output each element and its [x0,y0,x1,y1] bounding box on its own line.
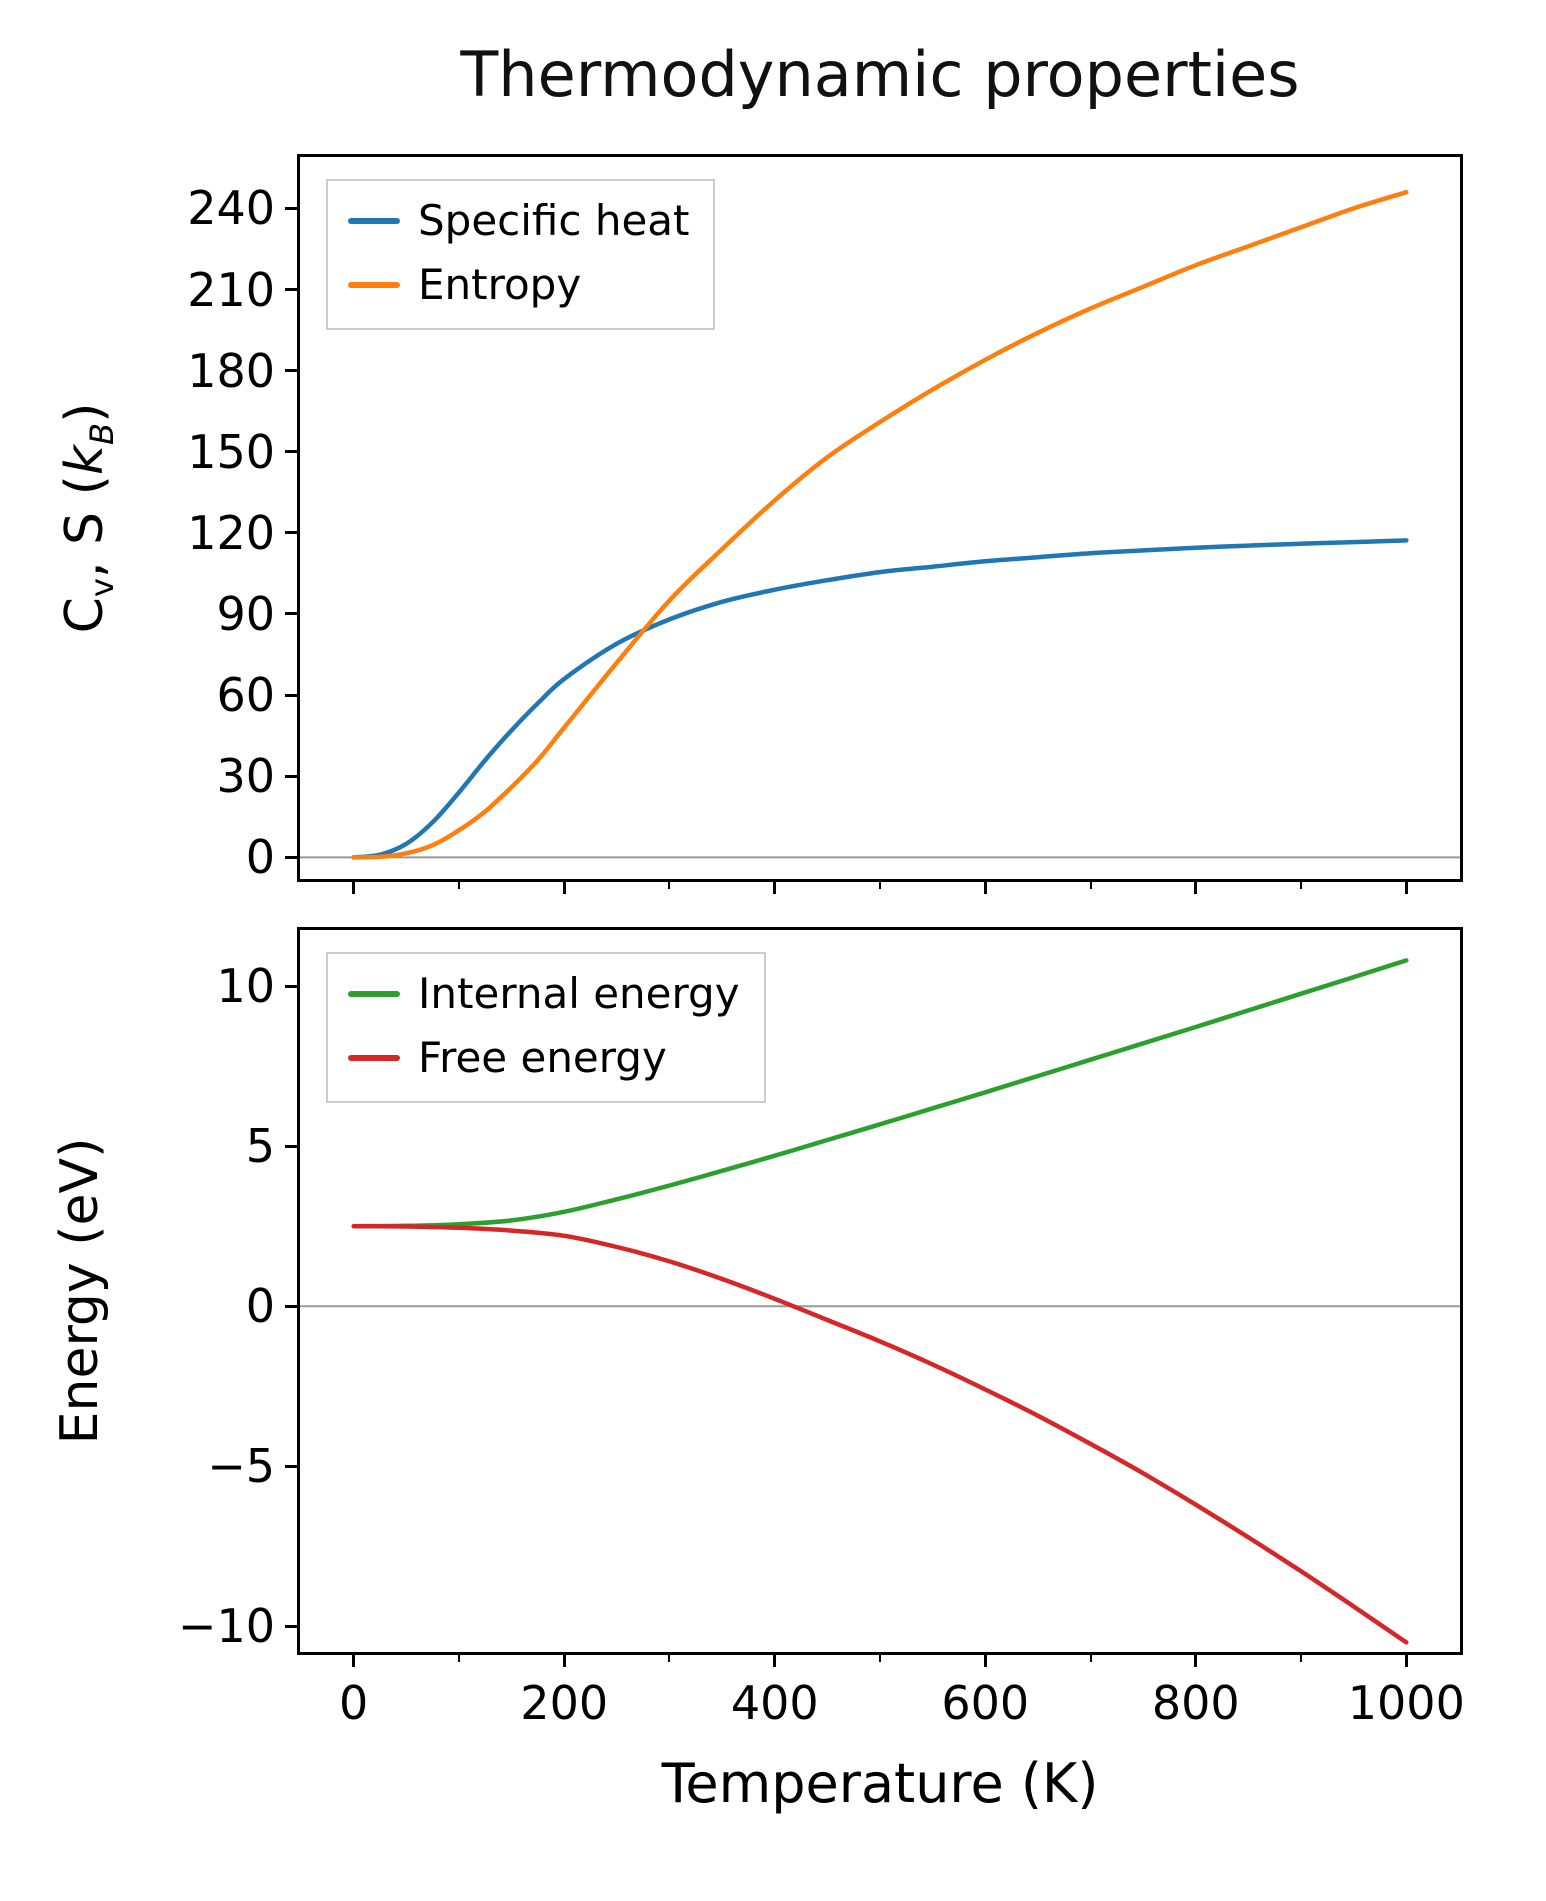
y-tick-label: 210 [187,262,275,317]
internal-energy-line-swatch [348,991,400,998]
x-minor-tick [879,1655,881,1662]
x-minor-tick [457,882,460,889]
x-major-tick [352,1655,356,1667]
specific-heat-curve [351,538,1409,860]
y-tick-label: 0 [245,830,275,885]
y-major-tick [285,984,297,988]
x-major-tick [352,882,356,894]
x-tick-label: 200 [520,1676,609,1730]
entropy-line-swatch [348,282,400,289]
y-tick-label: 10 [216,959,275,1014]
x-minor-tick [668,882,671,889]
x-major-tick [1404,1655,1408,1667]
free-energy-line-swatch [348,1055,400,1062]
bottom-legend: Internal energy Free energy [326,952,766,1103]
x-major-tick [773,882,777,894]
x-major-tick [562,1655,566,1667]
top-plot-canvas [300,189,1460,860]
entropy-curve [351,189,1409,860]
y-major-tick [285,531,297,535]
x-major-tick [1194,882,1198,894]
specific-heat-line-swatch [348,218,400,225]
x-major-tick [983,1655,987,1667]
x-minor-tick [879,882,881,889]
y-tick-label: 150 [187,424,275,479]
x-minor-tick [668,1655,671,1662]
ylabel-text: C [54,597,115,634]
top-y-axis-label: Cv, S (kB) [55,403,121,634]
x-axis-label: Temperature (K) [661,1752,1099,1815]
y-major-tick [285,1304,297,1308]
x-minor-tick [1089,882,1092,889]
free-energy-curve [351,1223,1409,1645]
x-minor-tick [1300,1655,1303,1662]
y-tick-label: 30 [216,749,275,804]
legend-item-entropy: Entropy [348,260,689,310]
y-major-tick [285,450,297,454]
y-major-tick [285,612,297,616]
y-tick-label: 0 [245,1279,275,1334]
bottom-plot: Internal energy Free energy [297,927,1463,1655]
y-major-tick [285,1464,297,1468]
x-major-tick [1404,882,1408,894]
legend-item-internal-energy: Internal energy [348,969,740,1018]
ylabel-k: k [54,445,115,476]
x-major-tick [773,1655,777,1667]
y-tick-label: 240 [187,181,275,236]
y-major-tick [285,693,297,697]
y-major-tick [285,1144,297,1148]
internal-energy-curve [351,958,1409,1229]
legend-label-free-energy: Free energy [418,1033,667,1083]
legend-label-specific-heat: Specific heat [418,196,690,245]
y-major-tick [285,369,297,373]
bottom-y-axis-label: Energy (eV) [50,1137,110,1445]
x-tick-label: 400 [730,1676,819,1730]
x-minor-tick [1300,882,1303,889]
top-plot: Specific heat Entropy [297,154,1463,882]
x-major-tick [562,882,566,894]
ylabel-text: ) [54,402,115,423]
y-tick-label: 90 [216,586,275,641]
top-legend: Specific heat Entropy [326,179,716,330]
y-major-tick [285,774,297,778]
x-minor-tick [1089,1655,1092,1662]
y-tick-label: 5 [245,1119,275,1174]
legend-item-specific-heat: Specific heat [348,196,690,245]
x-tick-label: 800 [1151,1676,1240,1730]
x-major-tick [1194,1655,1198,1667]
x-tick-label: 600 [941,1676,1030,1730]
legend-label-internal-energy: Internal energy [418,969,740,1018]
x-major-tick [983,882,987,894]
bottom-plot-canvas [300,958,1460,1645]
y-major-tick [285,288,297,291]
y-major-tick [285,206,297,210]
y-tick-label: 60 [216,668,275,723]
y-tick-label: −10 [177,1599,275,1654]
y-major-tick [285,855,297,859]
figure-title: Thermodynamic properties [460,38,1300,111]
y-tick-label: 120 [187,505,275,560]
y-tick-label: 180 [187,343,275,398]
x-tick-label: 0 [339,1676,369,1730]
ylabel-text: , S ( [54,475,115,579]
legend-item-free-energy: Free energy [348,1033,740,1083]
y-tick-label: −5 [207,1439,275,1494]
y-major-tick [285,1624,297,1628]
x-tick-label: 1000 [1347,1676,1465,1730]
x-minor-tick [457,1655,460,1662]
legend-label-entropy: Entropy [418,260,582,310]
